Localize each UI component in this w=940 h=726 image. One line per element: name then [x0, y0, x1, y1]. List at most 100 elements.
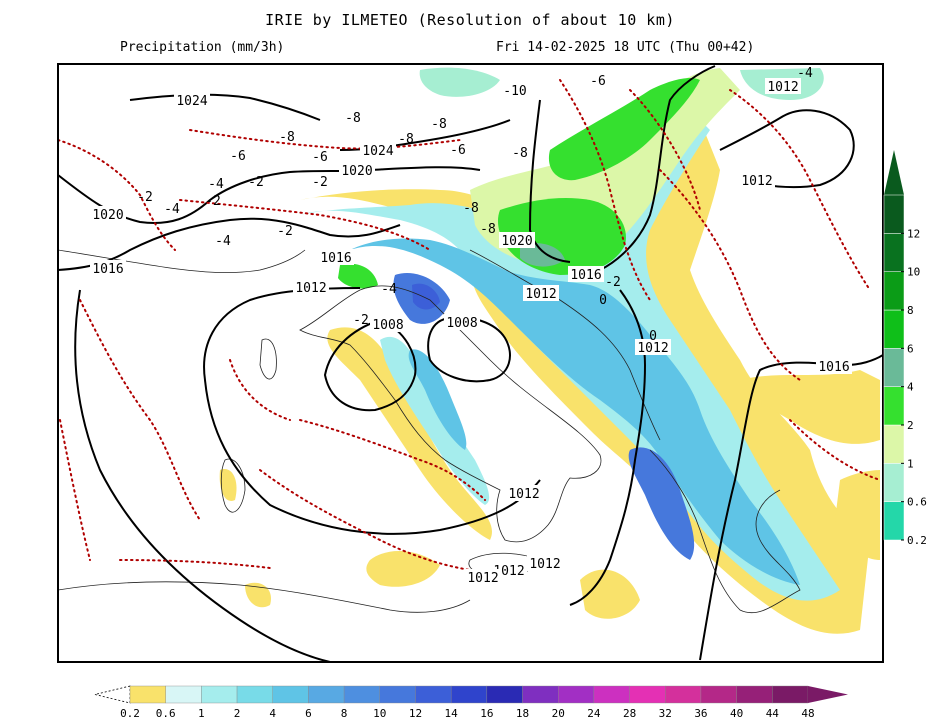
isotherm [259, 469, 471, 571]
precip-area-yellow [835, 470, 880, 560]
snow-bar-swatch [883, 424, 905, 464]
isobar-label: 1016 [320, 251, 351, 266]
temperature-label: -2 [353, 313, 369, 328]
isobar-label-bg [506, 485, 542, 501]
temperature-label: -8 [512, 146, 528, 161]
field-label: Precipitation (mm/3h) [120, 40, 285, 55]
precip-bar-swatch [201, 685, 238, 704]
isobar-1016 [599, 65, 716, 271]
precip-bar-tick-label: 0.2 [120, 707, 140, 720]
precip-bar-swatch [308, 685, 345, 704]
precip-bar-swatch [129, 685, 166, 704]
isobar-label: 1012 [529, 557, 560, 572]
precip-bar-tick-label: 14 [445, 707, 459, 720]
precip-bar-swatch [236, 685, 273, 704]
precip-bar-swatch [272, 685, 309, 704]
isobar-label: 1012 [493, 564, 524, 579]
isobar-label-bg [90, 260, 126, 276]
precip-bar-tick-label: 44 [766, 707, 780, 720]
precip-area-yellow [740, 370, 880, 444]
precip-bar-tick-label: 18 [516, 707, 529, 720]
isobar-label: 1020 [92, 208, 123, 223]
isobar-label: 1024 [362, 144, 393, 159]
isotherm [789, 419, 881, 481]
coastline-corsica [259, 338, 277, 380]
isobar-1012 [203, 287, 541, 535]
snow-area-mid [338, 263, 378, 289]
precip-bar-tick-label: 12 [409, 707, 422, 720]
temperature-layer [58, 79, 881, 571]
chart-title: IRIE by ILMETEO (Resolution of about 10 … [265, 11, 675, 29]
isobar-label: 1008 [446, 316, 477, 331]
isobar-1012 [569, 289, 647, 606]
isobar-label-bg [444, 314, 480, 330]
isobar-label-bg [527, 555, 563, 571]
snow-bar-tick-label: 10 [907, 266, 920, 279]
isobar-1016 [58, 217, 401, 271]
temperature-label: -2 [248, 175, 264, 190]
isobar-1012 [719, 109, 855, 189]
precip-bar-tick-label: 36 [694, 707, 707, 720]
precip-bar-swatch [379, 685, 416, 704]
temperature-label: -4 [381, 282, 397, 297]
isotherm [79, 299, 201, 521]
temperature-label: -2 [205, 194, 221, 209]
snow-bar-swatch [883, 386, 905, 426]
isobar-1020 [528, 99, 571, 263]
isobar-label: 1008 [372, 318, 403, 333]
isobar-label-bg [293, 279, 329, 295]
temperature-label: -2 [605, 275, 621, 290]
precip-area-yellow [327, 327, 492, 540]
precip-bar-swatch [486, 685, 523, 704]
precip-bar-tick-label: 48 [801, 707, 814, 720]
snow-bar-swatch [883, 309, 905, 349]
precip-area-yellow [580, 569, 640, 619]
temperature-label: -4 [208, 177, 224, 192]
precip-area-4mm [350, 238, 800, 585]
temperature-label: -4 [164, 202, 180, 217]
isobar-label-bg [499, 232, 535, 248]
isobar-label: 1012 [525, 287, 556, 302]
isotherm [119, 559, 271, 569]
snow-area-teal [520, 243, 565, 267]
precip-area-yellow [219, 469, 237, 501]
temperature-label: 0 [599, 293, 607, 308]
isobar-label: 1012 [637, 341, 668, 356]
temperature-label: -4 [797, 66, 813, 81]
precip-area-10mm [628, 447, 695, 560]
snow-bar-tick-label: 8 [907, 304, 914, 317]
temperature-label: -6 [450, 143, 466, 158]
temperature-label: -8 [431, 117, 447, 132]
precip-bar-tick-label: 8 [341, 707, 348, 720]
isobar-label-bg [465, 569, 501, 585]
precip-bar-swatch [415, 685, 452, 704]
precip-bar-swatch [629, 685, 666, 704]
coastline-greece [649, 449, 801, 614]
isobar-label: 1012 [467, 571, 498, 586]
isobar-label-bg [568, 266, 604, 282]
isobar-label-bg [90, 206, 126, 222]
snow-bar-tick-label: 12 [907, 227, 920, 240]
isobar-label: 1012 [741, 174, 772, 189]
isotherm [299, 419, 486, 501]
precipitation-layer [219, 67, 880, 634]
precip-bar-swatch [165, 685, 202, 704]
isobar-label-bg [370, 316, 406, 332]
isobar-label: 1020 [341, 164, 372, 179]
precip-bar-tick-label: 24 [587, 707, 601, 720]
temperature-label: -8 [398, 132, 414, 147]
isobar-1008 [427, 316, 511, 383]
precip-bar-swatch [343, 685, 380, 704]
precip-bar-tick-label: 16 [480, 707, 493, 720]
isotherm [58, 139, 176, 251]
temperature-label: -8 [463, 201, 479, 216]
isobar-label: 1016 [818, 360, 849, 375]
isobar-label: 1016 [92, 262, 123, 277]
isotherm [229, 359, 291, 421]
snow-area-mid [548, 78, 700, 181]
temperature-label: -10 [503, 84, 526, 99]
precip-bar-tick-label: 0.6 [156, 707, 176, 720]
temperature-label: -2 [277, 224, 293, 239]
temperature-label: -8 [279, 130, 295, 145]
